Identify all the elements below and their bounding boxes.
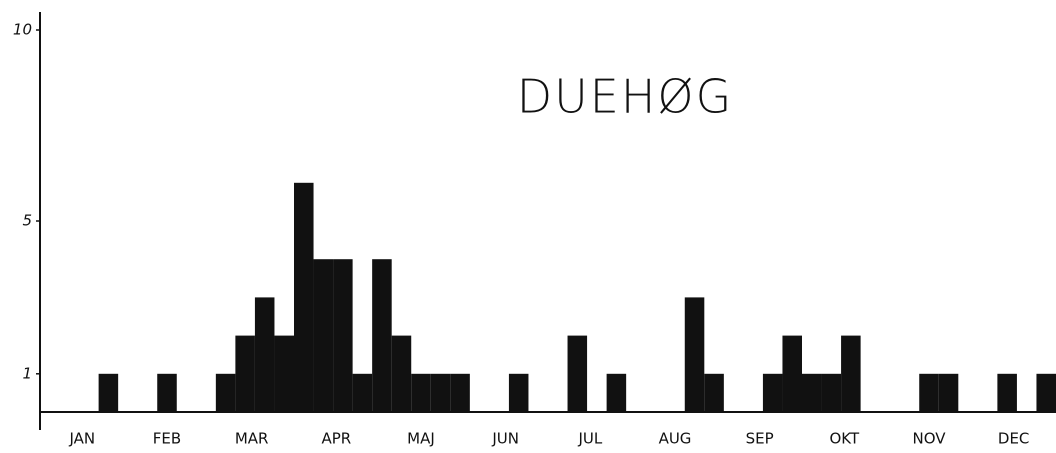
- bar: [802, 373, 822, 412]
- month-label: APR: [321, 430, 351, 448]
- month-label: JUN: [491, 430, 519, 448]
- bar: [254, 297, 275, 412]
- bar: [450, 373, 470, 412]
- bar: [841, 335, 861, 412]
- bar: [313, 259, 334, 412]
- bar: [997, 373, 1017, 412]
- bar: [821, 373, 842, 412]
- month-label: DEC: [998, 430, 1030, 448]
- bar: [411, 373, 431, 412]
- chart-title: DUEHØG: [517, 70, 734, 124]
- month-label: JUL: [577, 430, 602, 448]
- month-label: OKT: [830, 430, 860, 448]
- month-label: NOV: [912, 430, 946, 448]
- y-tick-label: 1: [22, 364, 32, 382]
- bar: [333, 259, 353, 412]
- bar: [606, 373, 627, 412]
- bar: [704, 373, 724, 412]
- bar: [762, 373, 783, 412]
- month-label: MAR: [235, 430, 269, 448]
- bar: [352, 373, 373, 412]
- bar: [157, 373, 177, 412]
- bar: [372, 259, 392, 412]
- bar: [274, 335, 294, 412]
- bar: [1036, 373, 1056, 412]
- bar: [391, 335, 412, 412]
- y-tick-label: 5: [22, 212, 32, 230]
- bar: [508, 373, 529, 412]
- bar: [215, 373, 236, 412]
- bar: [782, 335, 802, 412]
- month-label: JAN: [69, 430, 96, 448]
- month-label: MAJ: [407, 430, 435, 448]
- month-label: AUG: [659, 430, 692, 448]
- month-label: SEP: [746, 430, 774, 448]
- month-label: FEB: [153, 430, 181, 448]
- bar: [567, 335, 588, 412]
- bar: [235, 335, 255, 412]
- bar: [294, 182, 314, 412]
- bar: [684, 297, 705, 412]
- bar: [98, 373, 119, 412]
- bar: [919, 373, 939, 412]
- bar: [430, 373, 451, 412]
- bar: [938, 373, 959, 412]
- y-tick-label: 10: [13, 21, 32, 39]
